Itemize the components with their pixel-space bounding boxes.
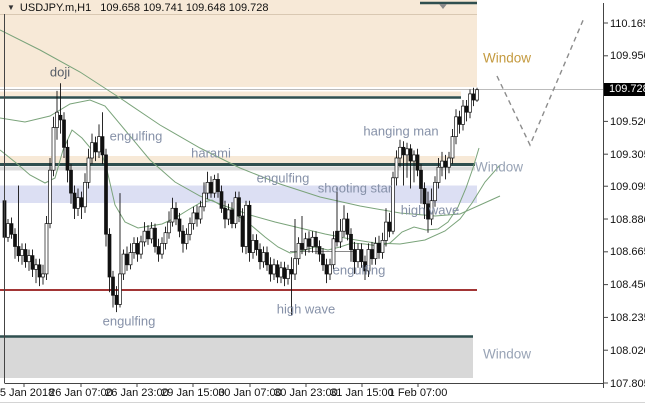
time-axis-label: 26 Jan 23:00 bbox=[105, 387, 169, 399]
price-axis-label: 110.165 bbox=[610, 17, 645, 30]
pattern-label-doji: doji bbox=[49, 64, 71, 80]
price-axis-label: 109.520 bbox=[610, 115, 645, 128]
pattern-label-engulfing-4: engulfing bbox=[102, 313, 156, 329]
window-label-bottom: Window bbox=[482, 346, 532, 362]
price-axis-label: 109.950 bbox=[610, 50, 645, 63]
price-axis-label: 109.095 bbox=[610, 180, 645, 193]
window-label-top: Window bbox=[482, 50, 532, 66]
candlesticks bbox=[2, 83, 479, 316]
window-bottom-zone bbox=[0, 336, 473, 378]
blue-zone bbox=[0, 185, 477, 203]
time-axis-label: 1 Feb 07:00 bbox=[388, 387, 448, 399]
time-axis-label: 29 Jan 15:00 bbox=[161, 387, 225, 399]
symbol-period: USDJPY.m,H1 bbox=[19, 2, 92, 14]
ohlc-values: 109.658 109.741 109.648 109.728 bbox=[100, 2, 269, 14]
pattern-label-harami: harami bbox=[191, 145, 231, 161]
forecast-zigzag bbox=[496, 17, 585, 147]
pattern-label-engulfing-1: engulfing bbox=[109, 128, 163, 144]
window-mid-stripe-gray bbox=[0, 166, 475, 171]
price-axis-label: 109.305 bbox=[610, 148, 645, 161]
price-axis-label: 108.665 bbox=[610, 246, 645, 259]
price-axis-label: 108.450 bbox=[610, 279, 645, 292]
window-label-mid: Window bbox=[474, 159, 524, 175]
price-axis-label: 107.805 bbox=[610, 377, 645, 390]
chart-shift-marker-icon bbox=[439, 4, 447, 9]
pattern-label-shooting-star: shooting star bbox=[317, 180, 393, 196]
window-mid-stripe-beige bbox=[0, 156, 475, 163]
chart-title: ▼ USDJPY.m,H1 109.658 109.741 109.648 109.… bbox=[7, 2, 268, 14]
pattern-label-engulfing-3: engulfing bbox=[332, 262, 386, 278]
ohlc-marker-icon[interactable]: ▼ bbox=[7, 3, 15, 12]
pattern-label-high-wave-1: high wave bbox=[400, 202, 460, 218]
time-axis-label: 26 Jan 07:00 bbox=[49, 387, 113, 399]
pattern-label-hanging-man: hanging man bbox=[363, 123, 439, 139]
bottom-separator bbox=[0, 402, 645, 403]
price-axis-label: 108.880 bbox=[610, 213, 645, 226]
current-price-badge: 109.728 bbox=[604, 83, 645, 97]
time-axis-label: 30 Jan 07:00 bbox=[218, 387, 282, 399]
time-axis-label: 31 Jan 15:00 bbox=[330, 387, 394, 399]
ma-mid bbox=[0, 99, 501, 245]
time-axis-label: 25 Jan 2018 bbox=[0, 387, 55, 399]
time-axis-label: 30 Jan 23:00 bbox=[274, 387, 338, 399]
pattern-label-engulfing-2: engulfing bbox=[256, 170, 310, 186]
price-axis-label: 108.020 bbox=[610, 344, 645, 357]
pattern-label-high-wave-2: high wave bbox=[276, 301, 336, 317]
resistance-upper-stripe bbox=[0, 91, 461, 96]
price-axis-label: 108.235 bbox=[610, 311, 645, 324]
